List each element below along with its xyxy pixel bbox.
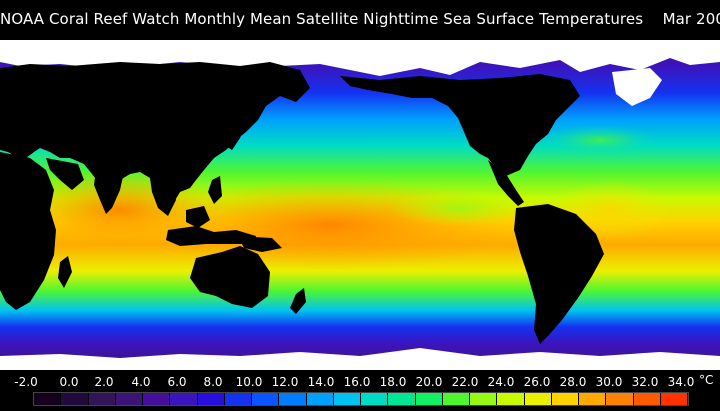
colorbar-tick: 0.0 — [59, 375, 79, 389]
colorbar-swatch — [497, 393, 525, 405]
colorbar-tick: 8.0 — [203, 375, 223, 389]
colorbar-swatch — [551, 393, 579, 405]
landmass-central-america — [488, 160, 524, 206]
gulf-stream-band — [540, 125, 660, 155]
colorbar-swatch — [252, 393, 280, 405]
colorbar — [33, 392, 689, 406]
landmass-africa — [0, 152, 56, 310]
colorbar-tick: 26.0 — [523, 375, 551, 389]
colorbar-tick: 14.0 — [307, 375, 335, 389]
landmass-north-america — [340, 74, 580, 176]
colorbar-tick: 32.0 — [631, 375, 659, 389]
east-pacific-cool-tongue — [390, 190, 530, 226]
colorbar-swatch — [197, 393, 225, 405]
colorbar-tick-labels: -2.0 0.0 2.0 4.0 6.0 8.0 10.0 12.0 14.0 … — [0, 373, 720, 391]
landmass-philippines — [208, 176, 222, 204]
colorbar-tick: 20.0 — [415, 375, 443, 389]
landmass-arabia — [46, 158, 84, 190]
colorbar-swatch — [524, 393, 552, 405]
colorbar-tick: 30.0 — [595, 375, 623, 389]
landmass-india — [94, 170, 124, 214]
colorbar-tick: -2.0 — [14, 375, 38, 389]
landmass-australia — [190, 246, 270, 308]
colorbar-tick: 18.0 — [379, 375, 407, 389]
arctic-ice — [0, 40, 720, 76]
colorbar-swatch — [61, 393, 89, 405]
colorbar-swatch — [224, 393, 252, 405]
sst-world-map — [0, 40, 720, 370]
colorbar-swatch — [34, 393, 62, 405]
landmass-eurasia — [0, 62, 310, 202]
colorbar-swatch — [88, 393, 116, 405]
colorbar-swatch — [442, 393, 470, 405]
colorbar-swatch — [633, 393, 661, 405]
colorbar-tick: 34.0 — [667, 375, 695, 389]
landmass-madagascar — [58, 256, 72, 288]
colorbar-tick: 24.0 — [487, 375, 515, 389]
landmass-japan — [226, 116, 246, 150]
colorbar-swatch — [279, 393, 307, 405]
colorbar-tick: 10.0 — [235, 375, 263, 389]
colorbar-tick: 4.0 — [131, 375, 151, 389]
colorbar-swatch — [579, 393, 607, 405]
landmass-greenland — [612, 68, 662, 106]
map-title: NOAA Coral Reef Watch Monthly Mean Satel… — [0, 10, 720, 28]
landmass-indonesia — [166, 226, 256, 246]
colorbar-swatch — [306, 393, 334, 405]
colorbar-swatch — [143, 393, 171, 405]
colorbar-swatch — [361, 393, 389, 405]
colorbar-swatch — [470, 393, 498, 405]
landmass-indochina — [150, 178, 176, 216]
colorbar-tick: 28.0 — [559, 375, 587, 389]
antarctic-ice — [0, 348, 720, 370]
colorbar-tick: 22.0 — [451, 375, 479, 389]
landmass-south-america — [514, 204, 604, 344]
colorbar-tick: 2.0 — [94, 375, 114, 389]
colorbar-swatch — [660, 393, 688, 405]
colorbar-unit: °C — [699, 373, 714, 387]
colorbar-tick: 16.0 — [343, 375, 371, 389]
colorbar-swatch — [333, 393, 361, 405]
colorbar-swatch — [415, 393, 443, 405]
colorbar-tick: 12.0 — [271, 375, 299, 389]
colorbar-swatch — [388, 393, 416, 405]
landmass-new-guinea — [238, 236, 282, 252]
colorbar-swatch — [170, 393, 198, 405]
landmass-borneo — [186, 206, 210, 228]
landmass-new-zealand — [290, 288, 306, 314]
colorbar-swatch — [606, 393, 634, 405]
colorbar-tick: 6.0 — [167, 375, 187, 389]
colorbar-swatch — [115, 393, 143, 405]
